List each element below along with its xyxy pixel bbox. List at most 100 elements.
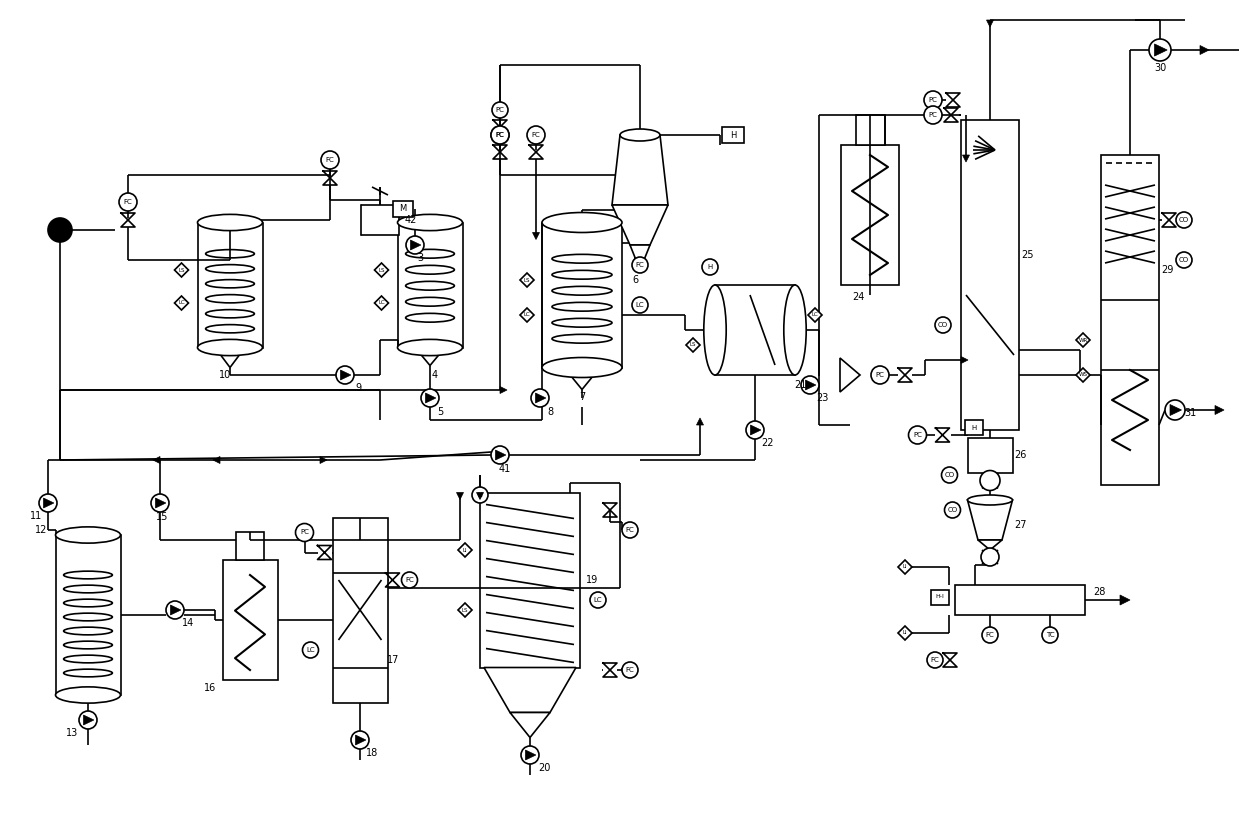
Bar	[361, 205, 399, 235]
Circle shape	[492, 102, 508, 118]
Text: LC: LC	[593, 597, 602, 603]
Text: LS: LS	[524, 278, 530, 283]
Text: CO: CO	[938, 322, 948, 328]
Text: LS: LS	[462, 607, 468, 612]
Circle shape	[980, 471, 1000, 491]
Polygon shape	[564, 368, 600, 389]
Polygon shape	[410, 240, 421, 250]
Text: 10: 10	[219, 370, 232, 380]
Text: 17: 17	[388, 655, 400, 665]
Polygon shape	[484, 667, 576, 712]
Bar	[855, 115, 885, 145]
Text: LI: LI	[903, 631, 907, 636]
Circle shape	[532, 389, 549, 407]
Polygon shape	[1201, 46, 1209, 55]
Ellipse shape	[620, 129, 660, 141]
Circle shape	[491, 126, 509, 144]
Polygon shape	[686, 338, 700, 352]
Text: FC: FC	[986, 632, 995, 638]
Text: 7: 7	[579, 393, 585, 403]
Polygon shape	[510, 712, 550, 737]
Bar	[398, 222, 462, 348]
Polygon shape	[83, 715, 94, 725]
Text: FC: FC	[124, 199, 133, 205]
Text: PC: PC	[913, 432, 922, 438]
Ellipse shape	[541, 358, 622, 378]
Polygon shape	[458, 603, 472, 617]
Circle shape	[927, 652, 943, 668]
Circle shape	[527, 126, 545, 144]
Polygon shape	[978, 540, 1002, 550]
Polygon shape	[374, 296, 389, 310]
Circle shape	[351, 731, 369, 749]
Text: CO: CO	[1180, 217, 1189, 223]
Polygon shape	[477, 493, 483, 499]
Circle shape	[924, 91, 942, 109]
Circle shape	[632, 257, 648, 273]
Polygon shape	[1215, 405, 1224, 414]
Text: FC: FC	[532, 132, 540, 138]
Polygon shape	[520, 308, 534, 322]
Polygon shape	[213, 457, 221, 463]
Polygon shape	[1170, 404, 1182, 415]
Text: 19: 19	[586, 575, 598, 585]
Bar	[197, 222, 263, 348]
Circle shape	[944, 502, 960, 518]
Polygon shape	[898, 560, 912, 574]
Text: LI: LI	[462, 547, 467, 552]
Circle shape	[871, 366, 890, 384]
Text: 23: 23	[815, 393, 828, 403]
Text: LC: LC	[636, 302, 644, 308]
Polygon shape	[320, 457, 327, 463]
Text: M: M	[399, 204, 406, 213]
Circle shape	[622, 662, 638, 678]
Polygon shape	[751, 425, 761, 435]
Text: FC: FC	[326, 157, 335, 163]
Polygon shape	[840, 358, 860, 392]
Text: 42: 42	[405, 215, 418, 225]
Circle shape	[321, 151, 339, 169]
Ellipse shape	[968, 495, 1012, 505]
Polygon shape	[1120, 595, 1130, 605]
Bar	[332, 518, 388, 702]
Polygon shape	[425, 393, 436, 403]
Text: 9: 9	[354, 383, 361, 393]
Text: 8: 8	[546, 407, 553, 417]
Text: 12: 12	[36, 525, 47, 535]
Circle shape	[1042, 627, 1058, 643]
Text: H-I: H-I	[935, 595, 944, 600]
Polygon shape	[1075, 368, 1090, 382]
Text: 41: 41	[499, 464, 512, 474]
Text: PC: PC	[876, 372, 885, 378]
Circle shape	[924, 106, 942, 124]
Polygon shape	[374, 263, 389, 277]
Polygon shape	[43, 498, 53, 508]
Polygon shape	[968, 500, 1012, 540]
Bar	[541, 222, 622, 368]
Bar	[964, 419, 983, 434]
Ellipse shape	[197, 339, 263, 355]
Circle shape	[1176, 252, 1192, 268]
Text: TC: TC	[1046, 632, 1054, 638]
Text: PC: PC	[928, 112, 938, 118]
Circle shape	[1176, 212, 1192, 228]
Text: 4: 4	[432, 370, 439, 380]
Circle shape	[908, 426, 927, 444]
Polygon shape	[171, 605, 181, 615]
Polygon shape	[525, 750, 535, 760]
Bar	[223, 560, 278, 680]
Text: PC: PC	[496, 132, 504, 138]
Text: 11: 11	[30, 511, 42, 521]
Circle shape	[336, 366, 354, 384]
Circle shape	[491, 126, 509, 144]
Text: 27: 27	[1015, 520, 1027, 530]
Text: LC: LC	[812, 313, 819, 318]
Text: 5: 5	[437, 407, 444, 417]
Text: 18: 18	[366, 748, 378, 758]
Ellipse shape	[541, 212, 622, 232]
Polygon shape	[808, 308, 821, 322]
Circle shape	[746, 421, 764, 439]
Text: 13: 13	[66, 728, 78, 738]
Ellipse shape	[56, 527, 120, 543]
Polygon shape	[898, 626, 912, 640]
